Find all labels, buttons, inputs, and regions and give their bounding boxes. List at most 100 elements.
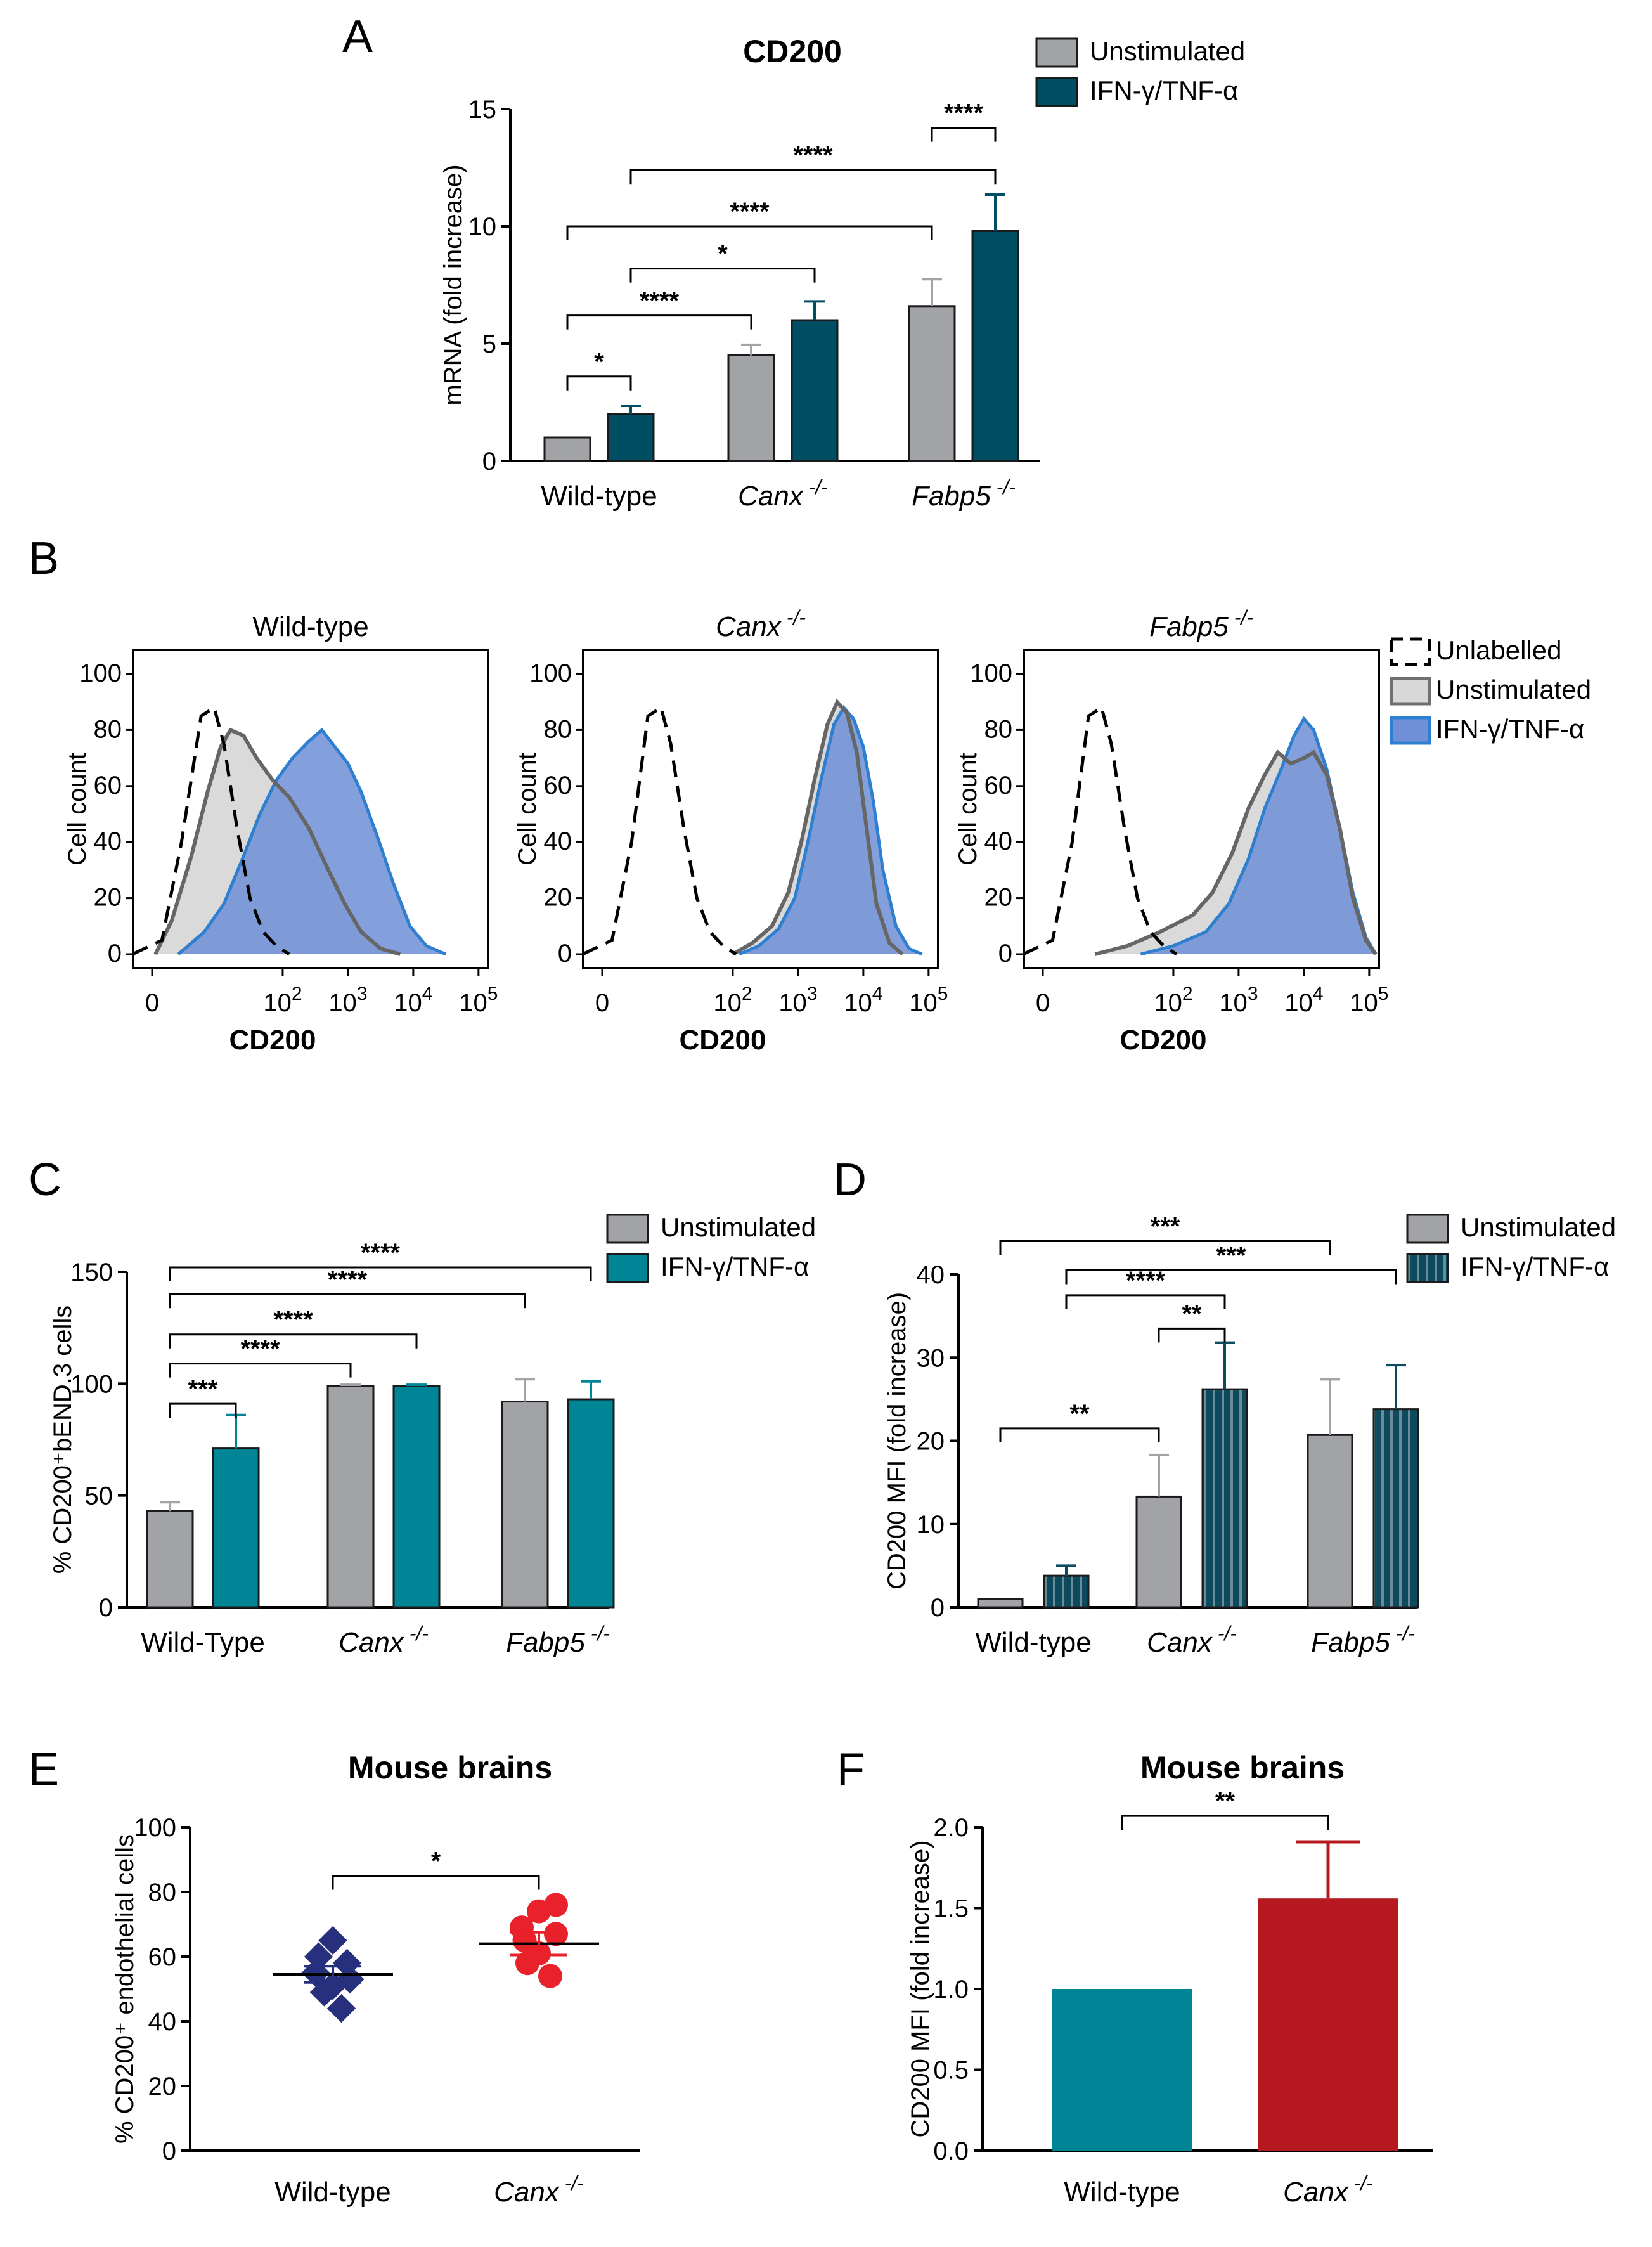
significance-label: **** xyxy=(1126,1267,1166,1295)
panel-label: B xyxy=(29,533,59,584)
y-tick-label: 60 xyxy=(544,772,572,800)
y-tick-label: 40 xyxy=(917,1261,945,1289)
data-point xyxy=(538,1964,562,1988)
significance-bracket xyxy=(1158,1327,1226,1343)
legend-label: Unstimulated xyxy=(1461,1212,1616,1242)
x-tick-label: 103 xyxy=(778,983,817,1017)
y-tick-label: 20 xyxy=(984,884,1013,912)
significance-label: **** xyxy=(361,1239,401,1267)
y-tick-label: 80 xyxy=(148,1879,177,1907)
panel-label: A xyxy=(342,11,373,62)
bar xyxy=(146,1510,194,1609)
stimulated-fill xyxy=(178,730,446,954)
significance-label: *** xyxy=(1151,1213,1180,1241)
x-tick-label: 104 xyxy=(394,983,432,1017)
category-label: Canx -/- xyxy=(1283,2172,1373,2208)
y-tick-label: 100 xyxy=(134,1814,176,1842)
bar xyxy=(212,1447,260,1609)
x-tick-label: 103 xyxy=(1219,983,1258,1017)
bar xyxy=(543,436,591,462)
panel-C: C 0 50 100 150 % CD200⁺bEND.3 cells Wild-Type C… xyxy=(29,1155,816,1658)
significance-label: * xyxy=(431,1848,441,1875)
category-label: Canx -/- xyxy=(1147,1622,1237,1658)
panel-A: A CD200 0 5 10 15 mRNA (fold increase) Wild-typ… xyxy=(342,11,1245,512)
y-tick-label: 10 xyxy=(917,1511,945,1539)
data-point xyxy=(527,1899,551,1924)
legend-swatch xyxy=(1035,77,1078,107)
y-tick-label: 100 xyxy=(970,659,1012,687)
significance-bracket xyxy=(169,1266,592,1281)
x-axis-label: CD200 xyxy=(1120,1025,1207,1056)
legend-label: IFN-γ/TNF-α xyxy=(1461,1252,1609,1281)
chart-title: CD200 xyxy=(743,34,842,69)
data-point xyxy=(544,1922,568,1946)
y-tick-label: 40 xyxy=(544,827,572,855)
significance-bracket xyxy=(169,1333,418,1349)
plot-frame xyxy=(132,649,489,969)
plot-frame xyxy=(1023,649,1380,969)
significance-bracket xyxy=(931,127,997,142)
y-axis-label: mRNA (fold increase) xyxy=(439,164,467,405)
bar xyxy=(791,319,839,462)
y-tick-label: 1.0 xyxy=(933,1976,969,2004)
legend-label: Unstimulated xyxy=(1436,675,1591,704)
significance-label: * xyxy=(594,348,604,376)
legend-swatch xyxy=(1406,1253,1449,1283)
histogram-0: Wild-type 0 20 40 60 80 100 Cell count 0 102 103 10… xyxy=(63,611,498,1056)
x-axis-label: CD200 xyxy=(680,1025,766,1056)
legend-label: IFN-γ/TNF-α xyxy=(1436,714,1584,744)
histogram-2: Fabp5 -/- 0 20 40 60 80 100 Cell count 0 102 103 10… xyxy=(954,606,1388,1056)
y-axis-label: % CD200⁺ endothelial cells xyxy=(111,1834,139,2144)
legend-label: Unlabelled xyxy=(1436,635,1561,665)
significance-label: ** xyxy=(1182,1300,1202,1328)
y-tick-label: 100 xyxy=(529,659,572,687)
category-label: Canx -/- xyxy=(494,2172,584,2208)
category-label: Wild-Type xyxy=(141,1627,265,1658)
y-tick-label: 20 xyxy=(148,2073,177,2101)
x-tick-label: 0 xyxy=(145,989,159,1017)
legend-swatch xyxy=(1390,716,1431,745)
bar xyxy=(1201,1388,1248,1609)
plot-frame xyxy=(582,649,939,969)
y-axis-label: Cell count xyxy=(513,753,541,865)
significance-label: **** xyxy=(328,1266,368,1293)
panel-B: B Wild-type 0 20 40 60 80 100 Cell count 0 102 103 1… xyxy=(29,533,1591,1056)
y-tick-label: 0 xyxy=(931,1594,945,1622)
significance-bracket xyxy=(332,1875,540,1890)
y-tick-label: 40 xyxy=(984,827,1013,855)
significance-bracket xyxy=(629,268,816,283)
unlabelled-outline xyxy=(582,705,737,956)
legend-swatch xyxy=(606,1253,649,1283)
significance-bracket xyxy=(1121,1815,1329,1830)
bar xyxy=(908,305,956,462)
y-tick-label: 0 xyxy=(162,2137,176,2165)
y-axis-label: Cell count xyxy=(63,753,91,865)
category-label: Fabp5 -/- xyxy=(912,476,1016,512)
y-tick-label: 20 xyxy=(94,884,122,912)
y-tick-label: 30 xyxy=(917,1344,945,1372)
category-label: Wild-type xyxy=(274,2177,390,2208)
significance-bracket xyxy=(169,1402,237,1418)
y-tick-label: 10 xyxy=(468,213,497,241)
y-tick-label: 20 xyxy=(544,884,572,912)
y-tick-label: 40 xyxy=(148,2008,177,2036)
stimulated-outline xyxy=(177,727,447,956)
panel-label: F xyxy=(837,1744,865,1795)
bar xyxy=(971,230,1019,462)
panel-label: C xyxy=(29,1155,61,1205)
category-label: Canx -/- xyxy=(738,476,828,512)
y-tick-label: 60 xyxy=(984,772,1013,800)
bar xyxy=(567,1398,615,1609)
x-tick-label: 102 xyxy=(713,983,752,1017)
significance-label: ** xyxy=(1215,1787,1236,1815)
y-tick-label: 60 xyxy=(94,772,122,800)
y-tick-label: 20 xyxy=(917,1428,945,1456)
legend-label: Unstimulated xyxy=(661,1212,816,1242)
y-axis-label: Cell count xyxy=(954,753,982,865)
panel-label: E xyxy=(29,1744,59,1795)
y-tick-label: 50 xyxy=(85,1482,113,1510)
significance-bracket xyxy=(566,225,933,240)
significance-bracket xyxy=(169,1293,526,1309)
